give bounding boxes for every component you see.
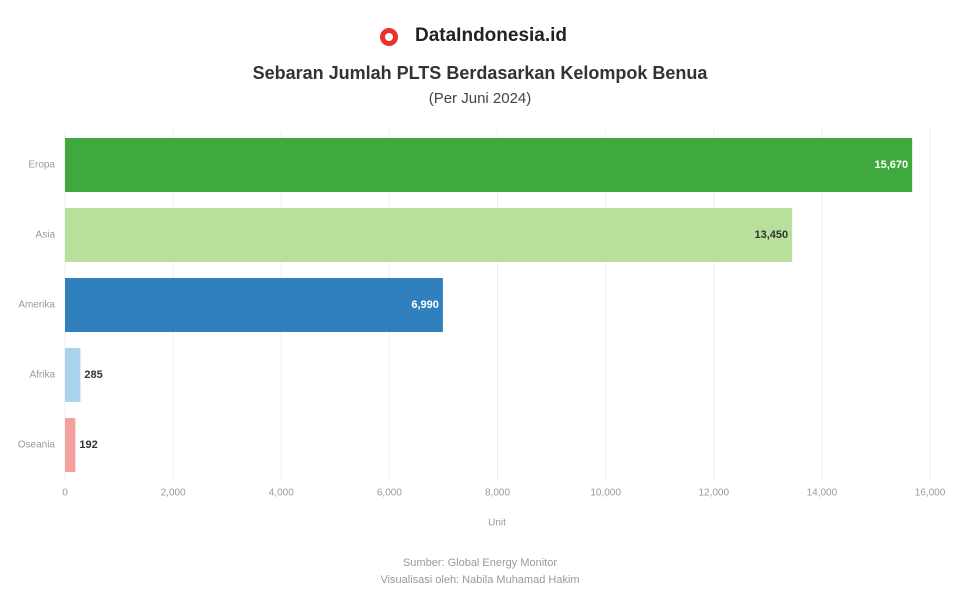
y-tick-label: Amerika <box>18 300 55 311</box>
bar <box>65 278 443 332</box>
y-tick-label: Asia <box>36 230 56 241</box>
x-tick-label: 2,000 <box>161 488 186 499</box>
value-label: 13,450 <box>754 229 788 241</box>
x-tick-label: 16,000 <box>915 488 946 499</box>
x-tick-label: 6,000 <box>377 488 402 499</box>
y-tick-label: Afrika <box>29 370 55 381</box>
value-label: 192 <box>79 439 97 451</box>
x-tick-label: 14,000 <box>807 488 838 499</box>
chart-subtitle: (Per Juni 2024) <box>429 90 532 107</box>
logo-icon-hole <box>385 33 393 41</box>
bar <box>65 418 76 472</box>
x-tick-label: 12,000 <box>698 488 729 499</box>
value-label: 6,990 <box>411 299 439 311</box>
credit: Visualisasi oleh: Nabila Muhamad Hakim <box>380 574 579 586</box>
x-tick-label: 8,000 <box>485 488 510 499</box>
brand: DataIndonesia.id <box>415 25 567 46</box>
bar <box>65 208 793 262</box>
value-label: 285 <box>84 369 102 381</box>
x-axis-label: Unit <box>488 518 506 529</box>
x-tick-label: 4,000 <box>269 488 294 499</box>
x-tick-label: 10,000 <box>590 488 621 499</box>
value-label: 15,670 <box>875 159 909 171</box>
y-tick-label: Eropa <box>28 160 55 171</box>
y-tick-label: Oseania <box>18 440 56 451</box>
bar <box>65 348 81 402</box>
bar <box>65 138 913 192</box>
source: Sumber: Global Energy Monitor <box>403 557 557 569</box>
x-tick-label: 0 <box>62 488 68 499</box>
chart-title: Sebaran Jumlah PLTS Berdasarkan Kelompok… <box>253 63 709 83</box>
